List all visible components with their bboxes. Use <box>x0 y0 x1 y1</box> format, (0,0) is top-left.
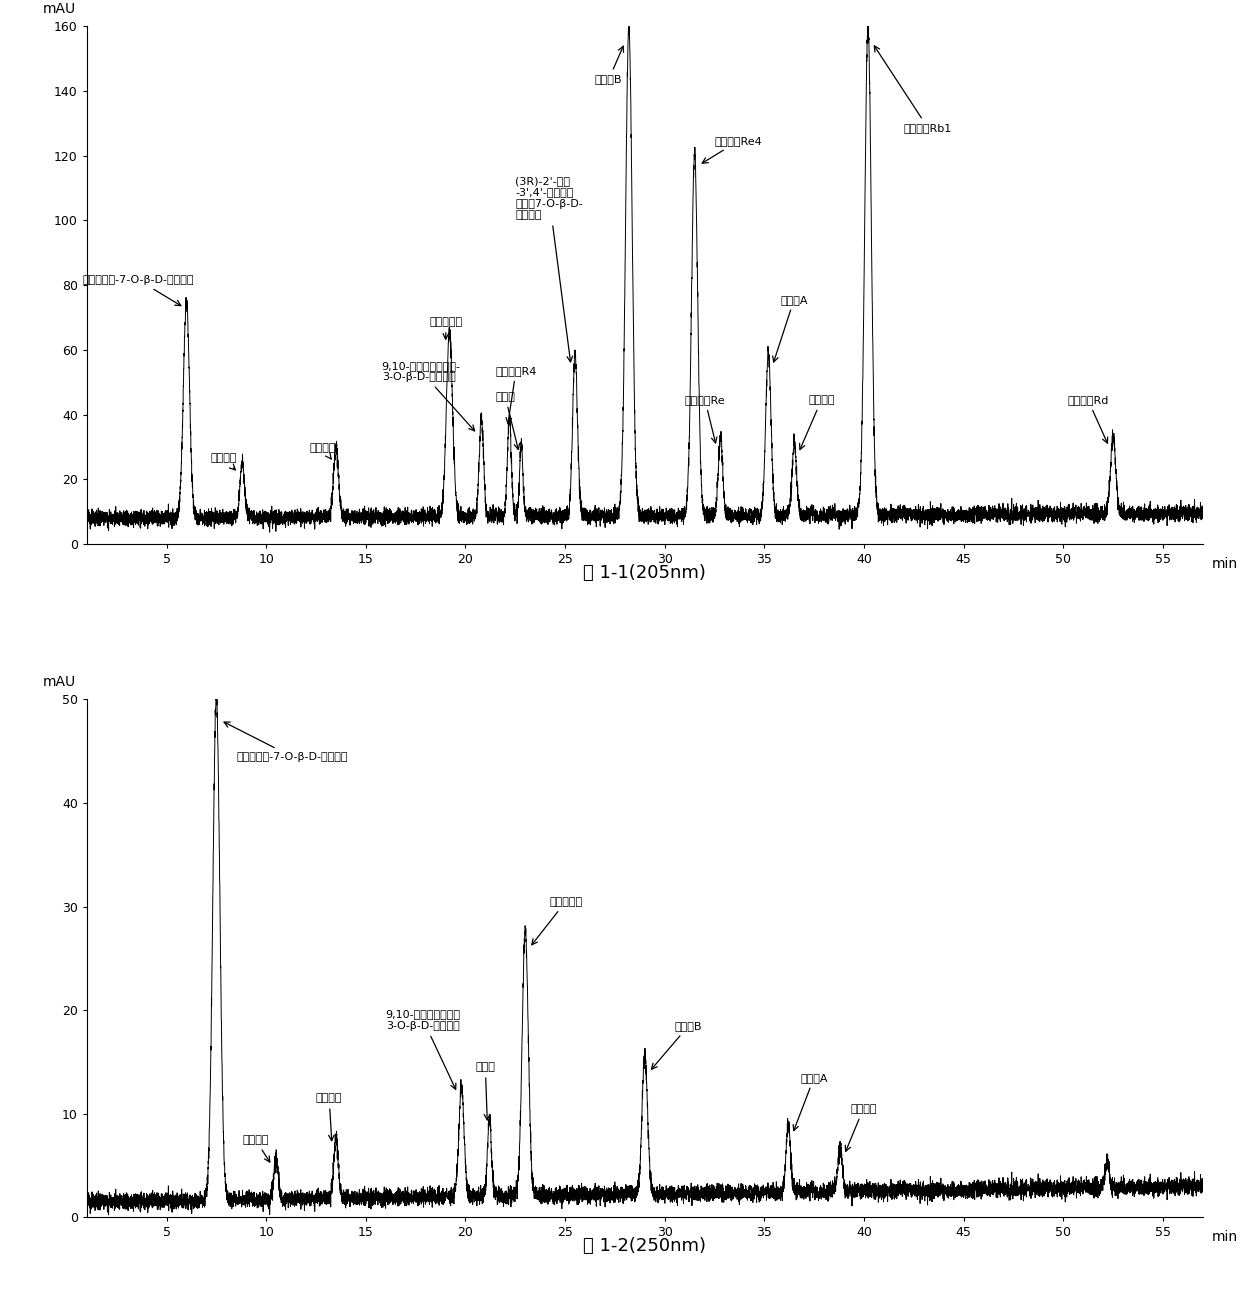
Text: 毛蕊异黄邔-7-O-β-D-葡萄糖苷: 毛蕊异黄邔-7-O-β-D-葡萄糖苷 <box>83 275 195 305</box>
Text: 人参皂苷Re4: 人参皂苷Re4 <box>702 136 763 164</box>
Text: 人参皂苷Rb1: 人参皂苷Rb1 <box>874 46 952 134</box>
Text: 芒柄花苷: 芒柄花苷 <box>316 1093 342 1140</box>
Text: 丹酚酸B: 丹酚酸B <box>651 1021 702 1069</box>
Text: 丹酚酸A: 丹酚酸A <box>794 1072 828 1131</box>
Text: 9,10-二甲氧基紫檀烷
3-Ο-β-D-葡萄糖苷: 9,10-二甲氧基紫檀烷 3-Ο-β-D-葡萄糖苷 <box>386 1009 461 1089</box>
Text: 人参皂苷Rd: 人参皂苷Rd <box>1068 395 1109 444</box>
Text: 芒柄花苷: 芒柄花苷 <box>310 444 336 459</box>
Text: 毛蕊异黄邔: 毛蕊异黄邔 <box>532 897 583 945</box>
X-axis label: min: min <box>1211 558 1239 571</box>
Text: 芒柄花素: 芒柄花素 <box>800 395 835 449</box>
Text: 三七皂苷R4: 三七皂苷R4 <box>495 365 537 423</box>
Text: 紫草酸: 紫草酸 <box>495 391 520 449</box>
Text: 人参皂苷Re: 人参皂苷Re <box>684 395 725 442</box>
Y-axis label: mAU: mAU <box>42 1 76 16</box>
X-axis label: min: min <box>1211 1230 1239 1245</box>
Text: 图 1-2(250nm): 图 1-2(250nm) <box>583 1237 707 1255</box>
Text: (3R)-2'-羟基
-3',4'-二甲氧基
异黄烷7-O-β-D-
葡萄糖苷: (3R)-2'-羟基 -3',4'-二甲氧基 异黄烷7-O-β-D- 葡萄糖苷 <box>516 175 583 361</box>
Text: 图 1-1(205nm): 图 1-1(205nm) <box>583 564 707 581</box>
Text: 9,10-二甲氧基紫檀烷-
3-Ο-β-D-葡萄糖苷: 9,10-二甲氧基紫檀烷- 3-Ο-β-D-葡萄糖苷 <box>382 361 475 431</box>
Text: 丹酚酸B: 丹酚酸B <box>595 46 624 85</box>
Text: 迷辭香酸: 迷辭香酸 <box>211 453 237 470</box>
Text: 芒柄花素: 芒柄花素 <box>846 1103 877 1152</box>
Text: 丹酚酸A: 丹酚酸A <box>773 295 807 363</box>
Y-axis label: mAU: mAU <box>42 675 76 689</box>
Text: 毛蕊异黄邔: 毛蕊异黄邔 <box>429 317 463 339</box>
Text: 迷辭香酸: 迷辭香酸 <box>242 1135 270 1162</box>
Text: 紫草酸: 紫草酸 <box>475 1063 495 1121</box>
Text: 毛蕊异黄邔-7-O-β-D-葡萄糖苷: 毛蕊异黄邔-7-O-β-D-葡萄糖苷 <box>224 723 347 762</box>
